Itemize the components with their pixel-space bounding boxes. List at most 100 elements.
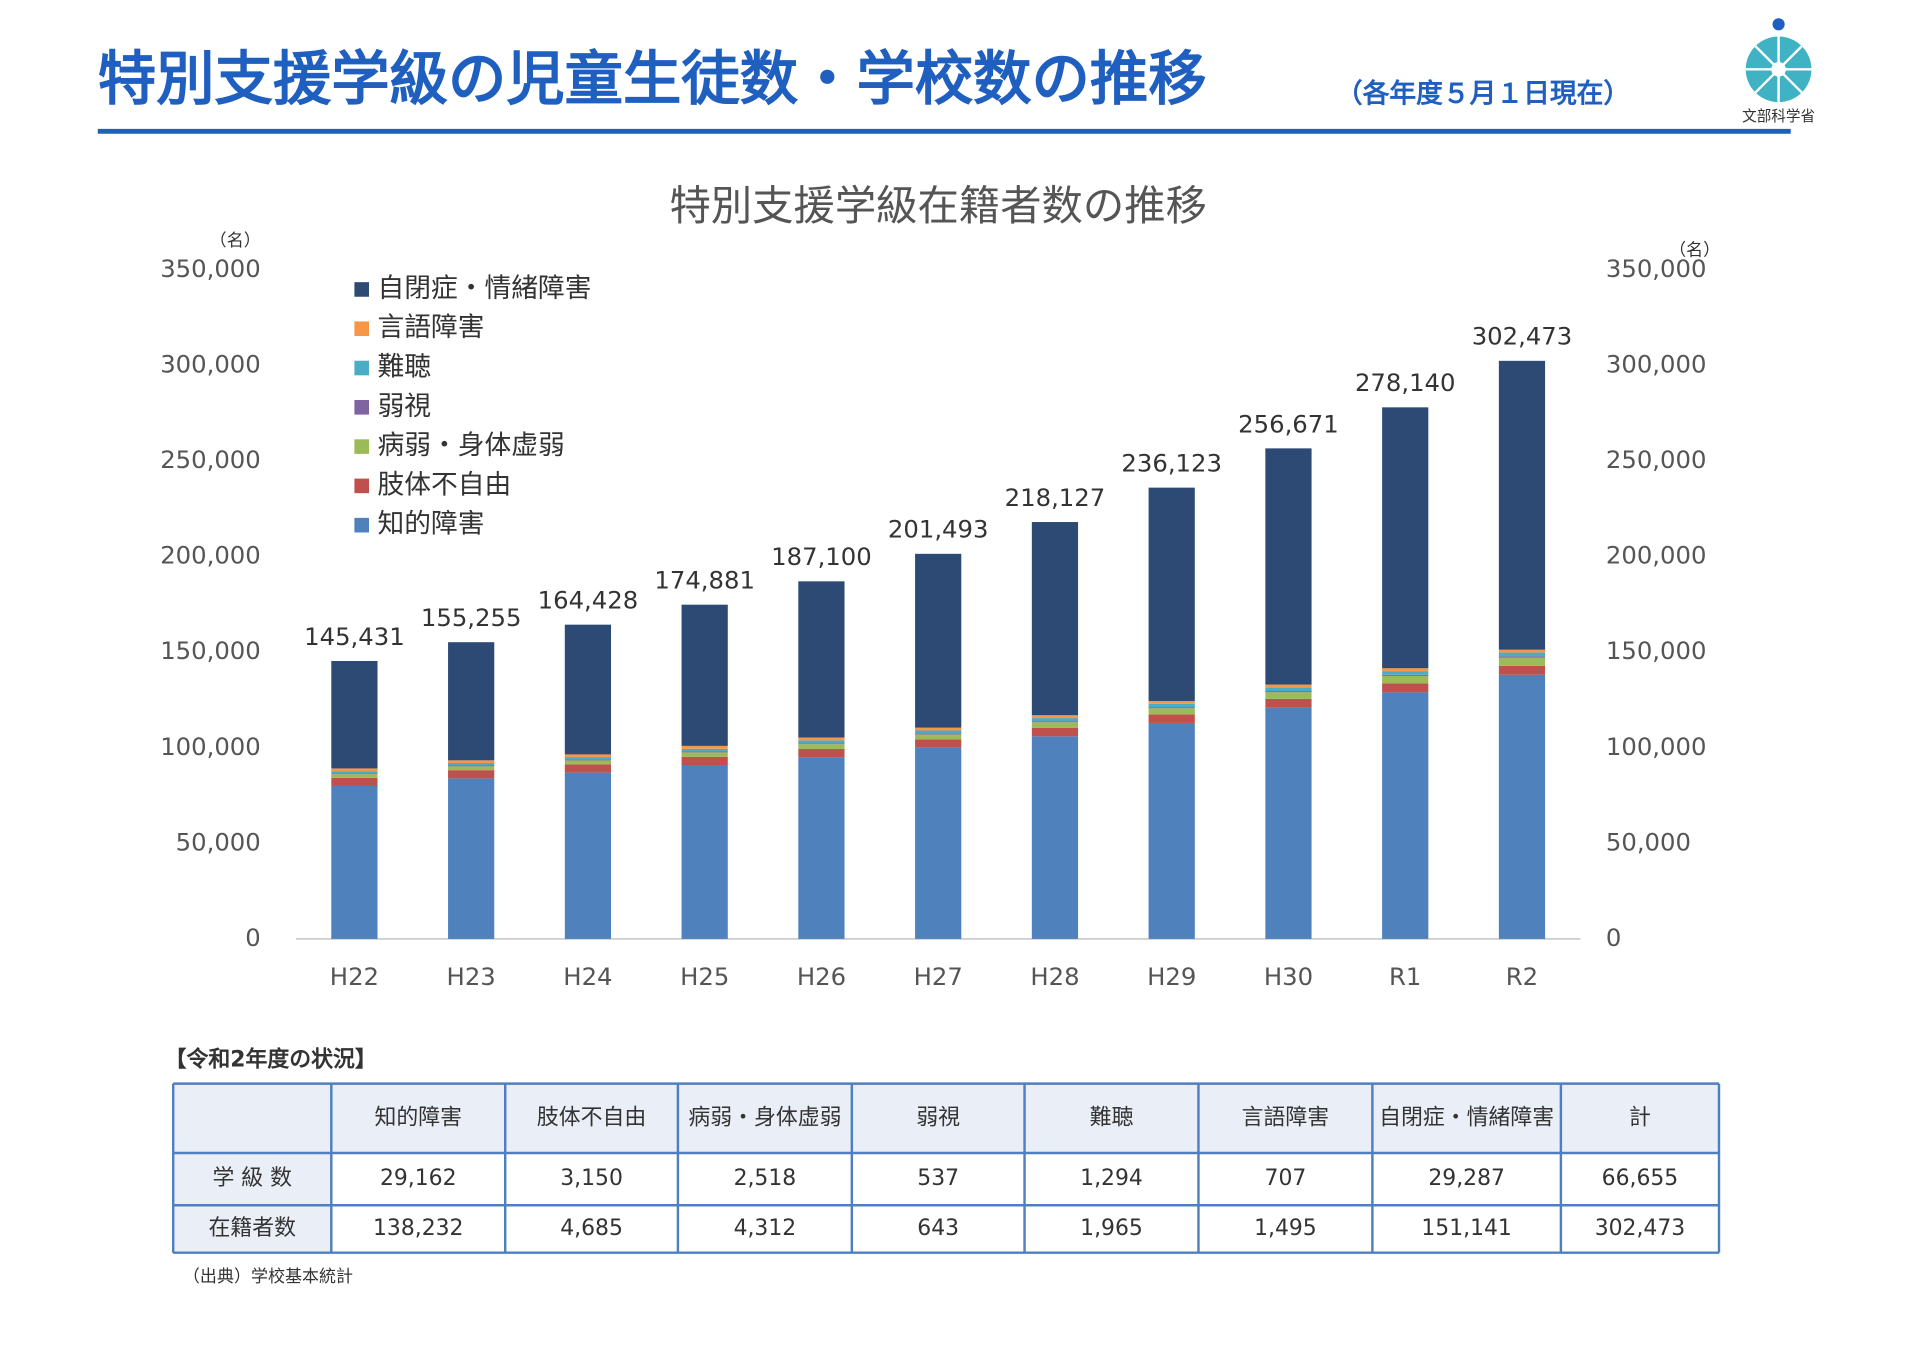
- x-tick-label: H27: [914, 962, 963, 991]
- bar-segment: [1031, 522, 1079, 716]
- y2-unit: （名）: [1669, 241, 1720, 261]
- bar-segment: [1498, 360, 1546, 650]
- bar-segment: [1498, 674, 1546, 939]
- total-label: 278,140: [1355, 368, 1456, 397]
- bar-segment: [1498, 656, 1546, 658]
- bar-segment: [1382, 407, 1429, 669]
- legend-swatch: [354, 282, 369, 297]
- table-row-label: 学 級 数: [212, 1166, 292, 1191]
- table-header: 肢体不自由: [537, 1105, 646, 1130]
- y-tick-label: 300,000: [160, 350, 261, 379]
- x-tick-label: R1: [1389, 962, 1421, 991]
- x-tick-label: H29: [1147, 962, 1196, 991]
- y2-tick-label: 250,000: [1606, 445, 1707, 474]
- y2-tick-label: 350,000: [1606, 254, 1707, 283]
- bar-segment: [1031, 722, 1079, 728]
- y-tick-label: 150,000: [160, 636, 261, 665]
- total-label: 256,671: [1238, 409, 1339, 438]
- table-cell: 1,294: [1080, 1166, 1143, 1191]
- bar-segment: [1265, 691, 1312, 693]
- bar-segment: [681, 751, 728, 753]
- bar-segment: [1382, 675, 1429, 684]
- bar-segment: [448, 766, 495, 771]
- bar-segment: [331, 786, 378, 939]
- legend-label: 知的障害: [378, 509, 485, 540]
- legend-swatch: [354, 478, 369, 494]
- bar-segment: [331, 660, 378, 769]
- page-title: 特別支援学級の児童生徒数・学校数の推移: [98, 45, 1207, 113]
- table-cell: 643: [917, 1216, 959, 1241]
- bar-segment: [1265, 684, 1312, 688]
- page-subtitle: （各年度５月１日現在）: [1336, 77, 1630, 109]
- table-header: 言語障害: [1242, 1105, 1329, 1130]
- table-title: 【令和2年度の状況】: [165, 1047, 377, 1073]
- legend-swatch: [354, 517, 369, 533]
- logo-dot: [1772, 18, 1785, 31]
- table-cell: 2,518: [734, 1166, 797, 1191]
- bar-segment: [1148, 708, 1195, 715]
- legend-swatch: [354, 321, 369, 337]
- bar-segment: [915, 727, 962, 731]
- x-tick-label: H24: [563, 962, 612, 991]
- bar-segment: [915, 734, 962, 740]
- legend-label: 自閉症・情緒障害: [378, 273, 592, 304]
- logo-spokes: [1745, 36, 1812, 103]
- table-cell: 4,312: [734, 1216, 797, 1241]
- legend-swatch: [354, 439, 369, 454]
- bar-segment: [564, 760, 612, 765]
- legend-label: 言語障害: [378, 312, 485, 343]
- bar-segment: [564, 757, 612, 760]
- bar-segment: [1265, 698, 1312, 708]
- legend-label: 肢体不自由: [378, 469, 512, 500]
- x-tick-label: H30: [1264, 962, 1313, 991]
- y-tick-label: 250,000: [160, 445, 261, 474]
- table-row-label: 在籍者数: [208, 1216, 296, 1241]
- bar-segment: [798, 757, 845, 939]
- table-cell: 151,141: [1421, 1216, 1511, 1241]
- total-label: 155,255: [421, 603, 522, 632]
- bar-segment: [448, 770, 495, 779]
- bar-segment: [564, 759, 612, 761]
- y2-tick-label: 0: [1606, 923, 1621, 952]
- bar-segment: [1148, 703, 1195, 708]
- bar-segment: [915, 553, 962, 728]
- table-cell: 4,685: [560, 1216, 623, 1241]
- table-cell: 29,287: [1428, 1166, 1505, 1191]
- table-cell: 537: [917, 1166, 959, 1191]
- bar-segment: [1382, 674, 1429, 676]
- bar-segment: [915, 730, 962, 734]
- chart-title: 特別支援学級在籍者数の推移: [669, 182, 1206, 230]
- total-label: 164,428: [538, 586, 639, 615]
- table-header: 弱視: [916, 1105, 960, 1130]
- y2-tick-label: 50,000: [1606, 827, 1691, 856]
- bar-segment: [1031, 721, 1079, 723]
- table-header: 自閉症・情緒障害: [1379, 1105, 1554, 1130]
- bar-segment: [915, 733, 962, 735]
- x-tick-label: H23: [447, 962, 496, 991]
- legend-label: 難聴: [378, 352, 432, 383]
- logo-text: 文部科学省: [1742, 108, 1815, 125]
- x-tick-label: H28: [1030, 962, 1079, 991]
- bar-segment: [798, 748, 845, 758]
- bar-segment: [798, 581, 845, 738]
- y2-tick-label: 200,000: [1606, 541, 1707, 570]
- bar-segment: [681, 765, 728, 939]
- bar-segment: [681, 745, 728, 749]
- x-tick-label: H22: [330, 962, 379, 991]
- y-tick-label: 50,000: [176, 827, 261, 856]
- y2-tick-label: 150,000: [1606, 636, 1707, 665]
- bar-segment: [1265, 707, 1312, 939]
- y-tick-label: 100,000: [160, 732, 261, 761]
- bar-segment: [1148, 700, 1195, 704]
- total-label: 236,123: [1121, 449, 1222, 478]
- total-label: 201,493: [888, 515, 989, 544]
- bar-segment: [1382, 668, 1429, 672]
- bar-segment: [448, 762, 495, 766]
- bar-segment: [564, 764, 612, 773]
- y-tick-label: 350,000: [160, 254, 261, 283]
- bar-segment: [1498, 665, 1546, 675]
- bar-segment: [1265, 448, 1312, 685]
- bar-segment: [1382, 683, 1429, 693]
